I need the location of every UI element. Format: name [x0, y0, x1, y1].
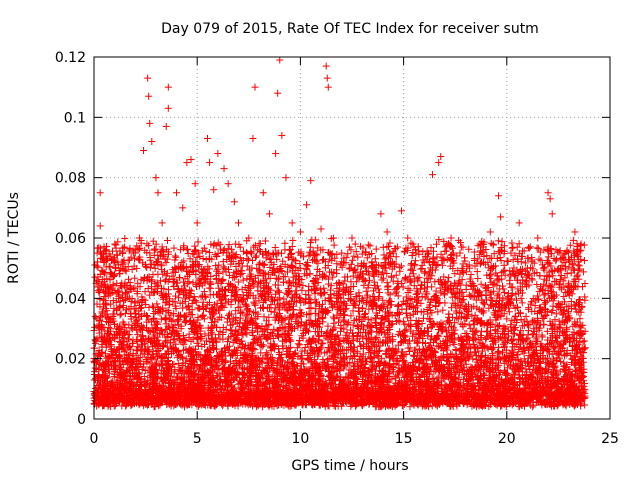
data-point [415, 273, 423, 281]
data-point [349, 256, 357, 264]
data-point [206, 248, 214, 256]
data-points [90, 56, 589, 411]
data-point [145, 242, 153, 250]
data-point [499, 267, 507, 275]
data-point [291, 256, 299, 264]
data-point [178, 258, 186, 266]
data-point [202, 247, 210, 255]
data-point [200, 288, 208, 296]
data-point [580, 257, 588, 265]
data-point [474, 275, 482, 283]
data-point [524, 244, 532, 252]
data-point [130, 255, 138, 263]
data-point [129, 336, 137, 344]
data-point [215, 261, 223, 269]
data-point [170, 244, 178, 252]
grid [94, 57, 610, 419]
data-point [208, 330, 216, 338]
data-point [372, 245, 380, 253]
data-point [141, 288, 149, 296]
data-point [367, 316, 375, 324]
data-point [448, 250, 456, 258]
data-point [177, 246, 185, 254]
data-point [439, 306, 447, 314]
data-point [430, 254, 438, 262]
data-point [380, 251, 388, 259]
data-point [194, 238, 202, 246]
data-point [360, 314, 368, 322]
data-point [299, 281, 307, 289]
data-point [397, 262, 405, 270]
data-point [330, 241, 338, 249]
data-point [131, 274, 139, 282]
data-point [219, 276, 227, 284]
data-point [441, 299, 449, 307]
data-point [526, 243, 534, 251]
data-point [535, 255, 543, 263]
data-point [504, 257, 512, 265]
data-point [112, 241, 120, 249]
data-point [267, 301, 275, 309]
data-point [537, 256, 545, 264]
data-point [465, 321, 473, 329]
data-point [244, 256, 252, 264]
data-point [452, 345, 460, 353]
data-point [125, 275, 133, 283]
data-point [467, 271, 475, 279]
data-point [250, 298, 258, 306]
data-point [221, 264, 229, 272]
data-point [180, 335, 188, 343]
chart-title: Day 079 of 2015, Rate Of TEC Index for r… [161, 21, 539, 37]
data-point [500, 261, 508, 269]
data-point [281, 239, 289, 247]
data-point [344, 250, 352, 258]
data-point [366, 242, 374, 250]
data-point [153, 300, 161, 308]
data-point [437, 319, 445, 327]
data-point [374, 285, 382, 293]
data-point [509, 256, 517, 264]
data-point [367, 323, 375, 331]
data-point [559, 277, 567, 285]
data-point [540, 291, 548, 299]
